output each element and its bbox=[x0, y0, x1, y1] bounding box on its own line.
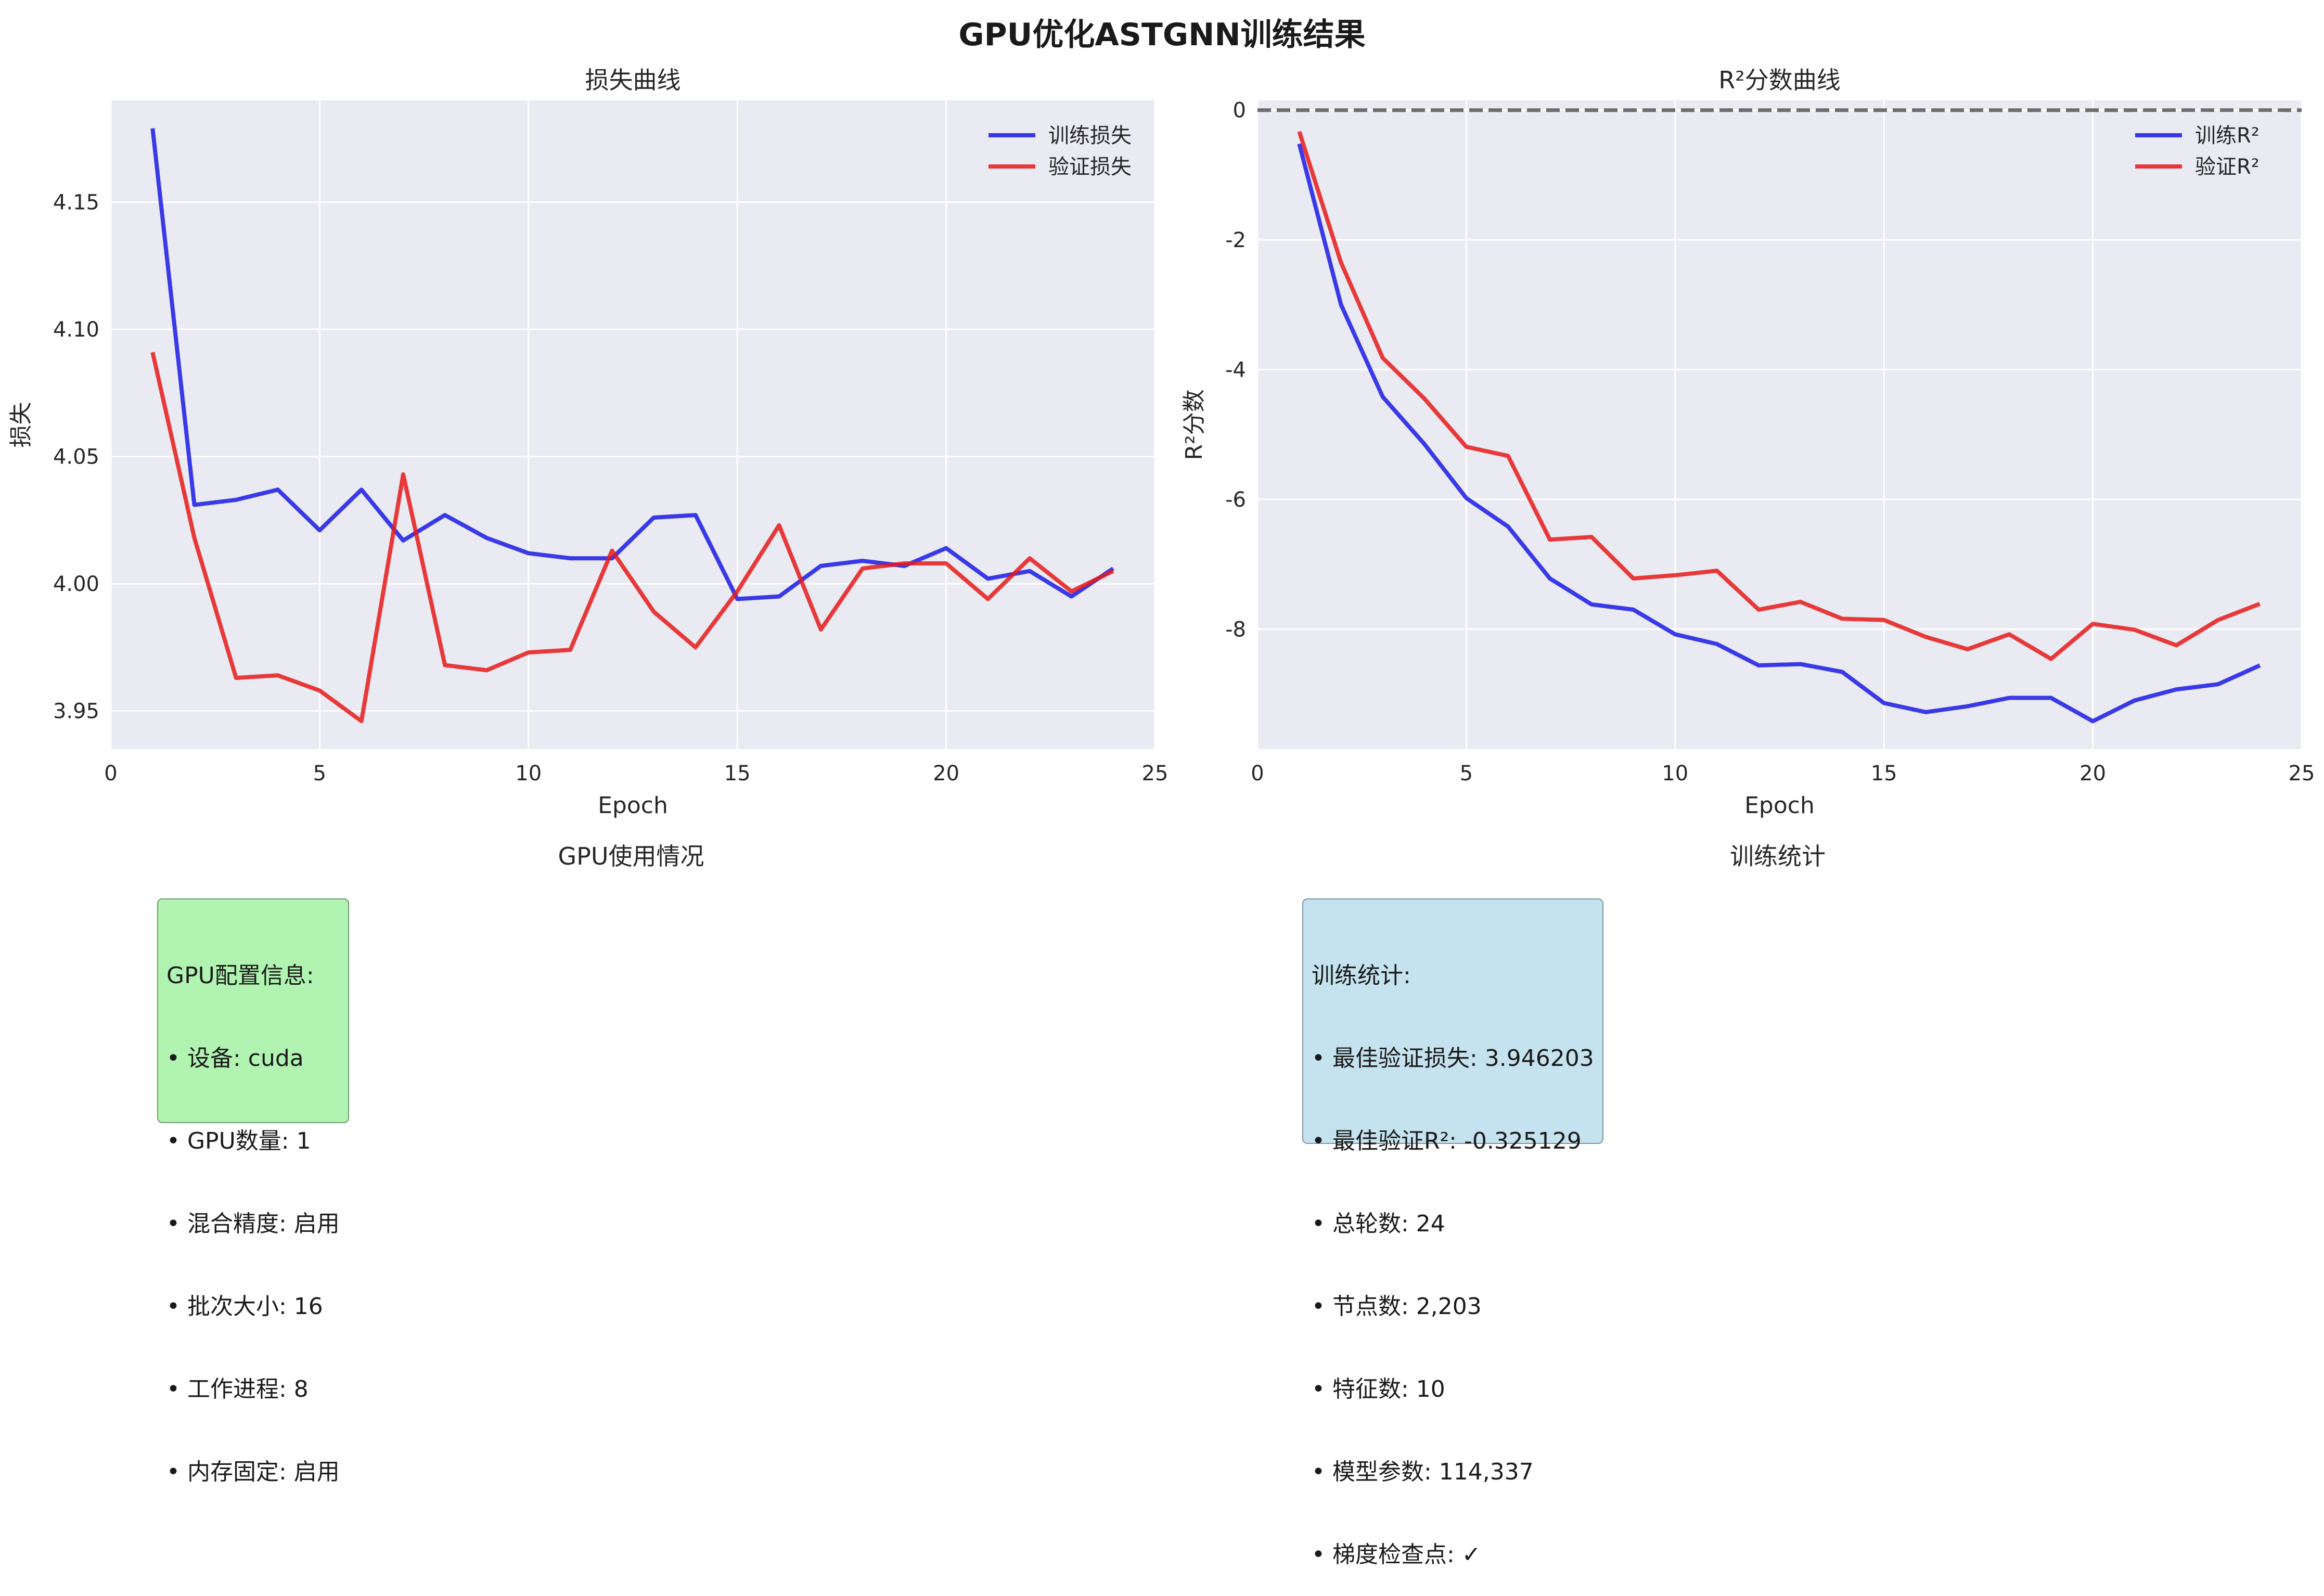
stats-line: • 梯度检查点: ✓ bbox=[1312, 1541, 1594, 1568]
y-tick-label: -4 bbox=[1225, 358, 1246, 382]
y-tick-label: -6 bbox=[1225, 488, 1246, 512]
gpu-info-line: • 混合精度: 启用 bbox=[166, 1210, 340, 1238]
gpu-info-line: • 工作进程: 8 bbox=[166, 1375, 340, 1403]
stats-line: • 特征数: 10 bbox=[1312, 1375, 1594, 1403]
x-axis-label: Epoch bbox=[1744, 792, 1815, 819]
y-axis-label: R²分数 bbox=[1181, 389, 1208, 460]
stats-line: • 最佳验证损失: 3.946203 bbox=[1312, 1045, 1594, 1072]
y-tick-label: -8 bbox=[1225, 617, 1246, 641]
x-tick-label: 10 bbox=[1662, 762, 1688, 786]
gpu-panel-title: GPU使用情况 bbox=[111, 838, 1151, 872]
gpu-info-box: GPU配置信息: • 设备: cuda • GPU数量: 1 • 混合精度: 启… bbox=[157, 898, 349, 1123]
gpu-info-line: GPU配置信息: bbox=[166, 962, 340, 989]
chart-title: R²分数曲线 bbox=[1718, 66, 1840, 94]
r2-chart: 0 5 10 15 20 25 0 -2 -4 -6 -8 R²分数曲线 Epoch R²分数 训练R² 验证… bbox=[0, 0, 2324, 853]
x-tick-label: 0 bbox=[1251, 762, 1264, 786]
training-stats-box: 训练统计: • 最佳验证损失: 3.946203 • 最佳验证R²: -0.32… bbox=[1302, 898, 1603, 1144]
stats-line: • 节点数: 2,203 bbox=[1312, 1293, 1594, 1320]
plot-background bbox=[1257, 100, 2302, 749]
stats-line: • 模型参数: 114,337 bbox=[1312, 1458, 1594, 1486]
stats-line: 训练统计: bbox=[1312, 962, 1594, 989]
x-tick-label: 25 bbox=[2289, 762, 2315, 786]
stats-line: • 最佳验证R²: -0.325129 bbox=[1312, 1127, 1594, 1155]
stats-panel-title: 训练统计 bbox=[1257, 838, 2298, 872]
x-tick-label: 20 bbox=[2079, 762, 2106, 786]
legend-label: 训练R² bbox=[2195, 124, 2259, 148]
gpu-info-line: • GPU数量: 1 bbox=[166, 1127, 340, 1155]
stats-line: • 总轮数: 24 bbox=[1312, 1210, 1594, 1238]
x-tick-label: 5 bbox=[1460, 762, 1473, 786]
y-tick-label: 0 bbox=[1233, 99, 1246, 123]
gpu-info-line: • 设备: cuda bbox=[166, 1045, 340, 1072]
x-tick-label: 15 bbox=[1871, 762, 1897, 786]
legend-label: 验证R² bbox=[2195, 155, 2259, 179]
y-tick-label: -2 bbox=[1225, 228, 1246, 252]
gpu-info-line: • 批次大小: 16 bbox=[166, 1293, 340, 1320]
gpu-info-line: • 内存固定: 启用 bbox=[166, 1458, 340, 1486]
